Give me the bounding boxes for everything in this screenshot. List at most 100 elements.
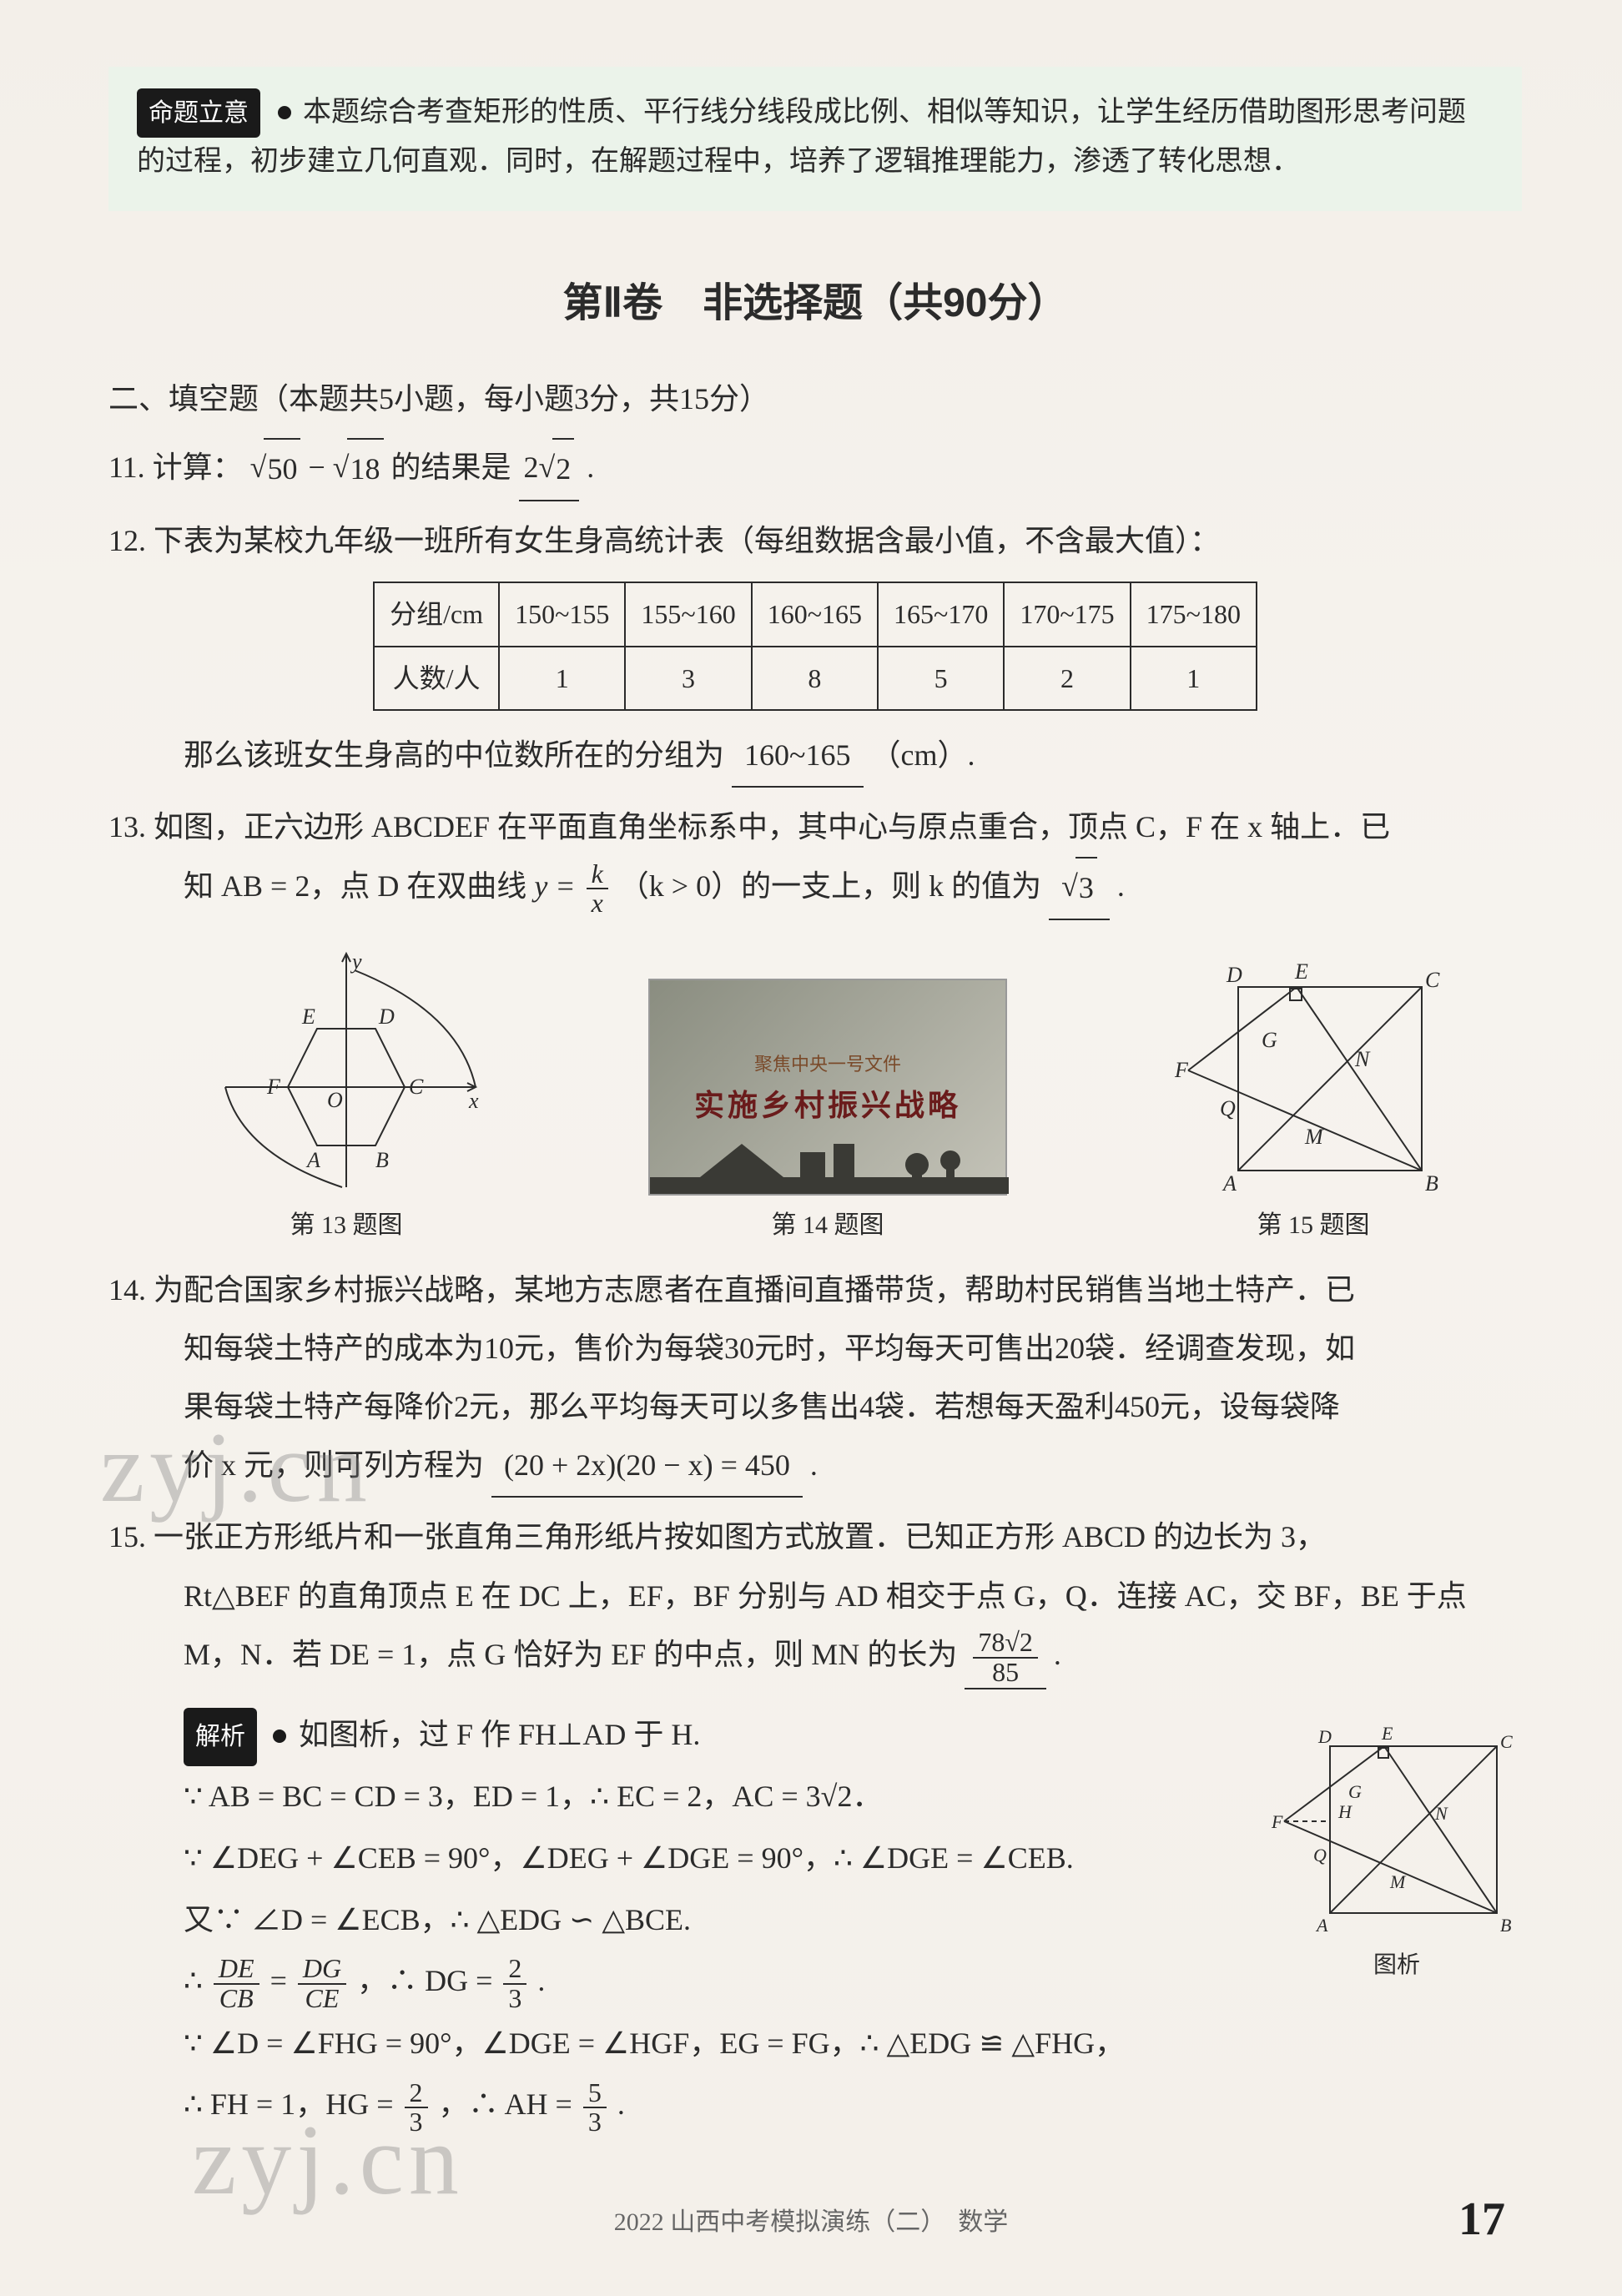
sol-intro: 如图析，过 F 作 FH⊥AD 于 H.: [299, 1718, 700, 1751]
s6b: ，∴ AH =: [439, 2087, 580, 2121]
pt-f: F: [266, 1075, 281, 1099]
fraction: 78√2 85: [973, 1629, 1038, 1686]
fraction: 23: [503, 1955, 526, 2012]
q13-l2b: （k > 0）的一支上，则 k 的值为: [619, 869, 1041, 903]
q15-l3a: M，N．若 DE = 1，点 G 恰好为 EF 的中点，则 MN 的长为: [184, 1638, 957, 1671]
pt-q: Q: [1220, 1096, 1236, 1120]
footer-text: 2022 山西中考模拟演练（二） 数学: [614, 2201, 1009, 2238]
fraction: 53: [583, 2079, 607, 2137]
footer: 2022 山西中考模拟演练（二） 数学 17: [0, 2201, 1622, 2238]
q12-ans: 160~165: [744, 738, 850, 772]
fig15-caption: 第 15 题图: [1257, 1204, 1370, 1241]
q13-line2: 知 AB = 2，点 D 在双曲线 y = k x （k > 0）的一支上，则 …: [108, 857, 1522, 920]
q15: 15. 一张正方形纸片和一张直角三角形纸片按如图方式放置．已知正方形 ABCD …: [108, 1508, 1522, 2136]
row-label: 人数/人: [374, 647, 499, 710]
fraction: 23: [405, 2079, 428, 2137]
q15-l1: 15. 一张正方形纸片和一张直角三角形纸片按如图方式放置．已知正方形 ABCD …: [108, 1508, 1522, 1566]
s6f2n: 5: [583, 2079, 607, 2109]
f1n: DE: [214, 1955, 259, 1985]
solution-block: 解析 如图析，过 F 作 FH⊥AD 于 H. ∵ AB = BC = CD =…: [108, 1704, 1522, 2137]
pt-n: N: [1354, 1047, 1371, 1071]
q13-ans: 3: [1075, 857, 1097, 917]
q15-ans-num: 78√2: [973, 1629, 1038, 1659]
pt-d: D: [1226, 963, 1242, 987]
q12-l2a: 那么该班女生身高的中位数所在的分组为: [184, 738, 724, 772]
q12-line1: 12. 下表为某校九年级一班所有女生身高统计表（每组数据含最小值，不含最大值）：: [108, 511, 1522, 570]
s6f1n: 2: [405, 2079, 428, 2109]
q15-l3: M，N．若 DE = 1，点 G 恰好为 EF 的中点，则 MN 的长为 78√…: [108, 1625, 1522, 1689]
pt-q: Q: [1313, 1845, 1327, 1866]
pt-a: A: [1315, 1915, 1328, 1936]
s6f1d: 3: [405, 2108, 428, 2137]
fig13-caption: 第 13 题图: [290, 1204, 403, 1241]
q13-l2a: 知 AB = 2，点 D 在双曲线: [184, 869, 534, 903]
fig14-caption: 第 14 题图: [772, 1204, 884, 1241]
intent-badge: 命题立意: [137, 88, 260, 138]
solution-diagram: D E C F G H N Q M A B: [1272, 1721, 1522, 1938]
pt-c: C: [1500, 1731, 1513, 1752]
q15-answer: 78√2 85: [965, 1625, 1046, 1689]
sol-s1: ∵ AB = BC = CD = 3，ED = 1，∴ EC = 2，AC = …: [184, 1766, 1238, 1828]
cell: 8: [752, 647, 878, 710]
fraction: DGCE: [298, 1955, 346, 2012]
solution-figure: D E C F G H N Q M A B 图析: [1272, 1721, 1522, 1989]
f1d: CB: [214, 1985, 259, 2013]
pt-c: C: [1425, 968, 1440, 992]
fig15: D E C F G N Q M A B 第 15 题图: [1171, 954, 1455, 1241]
table-row: 人数/人 1 3 8 5 2 1: [374, 647, 1257, 710]
q14-l1: 14. 为配合国家乡村振兴战略，某地方志愿者在直播间直播带货，帮助村民销售当地土…: [108, 1261, 1522, 1319]
q11-ans-rad: 2: [552, 438, 574, 498]
fig14: 聚焦中央一号文件 实施乡村振兴战略 第 14 题图: [648, 979, 1007, 1241]
q14-l2: 知每袋土特产的成本为10元，售价为每袋30元时，平均每天可售出20袋．经调查发现…: [108, 1319, 1522, 1377]
q15-l3b: .: [1054, 1638, 1061, 1671]
q14-l4b: .: [810, 1448, 818, 1482]
frac-num: k: [587, 860, 608, 890]
pt-e: E: [1294, 959, 1308, 984]
pt-a: A: [1222, 1171, 1237, 1196]
solution-badge: 解析: [184, 1708, 257, 1766]
part2-heading: 二、填空题（本题共5小题，每小题3分，共15分）: [108, 370, 1522, 428]
q11-suffix: .: [587, 451, 594, 484]
cell: 165~170: [878, 582, 1004, 646]
pt-d: D: [378, 1004, 395, 1029]
q11-answer: 2√2: [519, 438, 580, 501]
solution-fig-caption: 图析: [1373, 1943, 1420, 1989]
f3n: 2: [503, 1955, 526, 1985]
row-label: 分组/cm: [374, 582, 499, 646]
sqrt-icon: √3: [1061, 857, 1097, 917]
f2n: DG: [298, 1955, 346, 1985]
sqrt-icon: √2: [539, 438, 575, 498]
pt-n: N: [1434, 1803, 1448, 1824]
sol-s4: ∴ DECB = DGCE ，∴ DG = 23 .: [184, 1951, 1238, 2012]
q14-l4: 价 x 元，则可列方程为 (20 + 2x)(20 − x) = 450 .: [108, 1436, 1522, 1498]
fraction: DECB: [214, 1955, 259, 2012]
frac-den: x: [587, 889, 608, 918]
q15-l2: Rt△BEF 的直角顶点 E 在 DC 上，EF，BF 分别与 AD 相交于点 …: [108, 1567, 1522, 1625]
q11-mid: 的结果是: [391, 451, 511, 484]
bullet-icon: [273, 1730, 286, 1743]
sol-s6: ∴ FH = 1，HG = 23 ，∴ AH = 53 .: [184, 2074, 1238, 2136]
cell: 3: [625, 647, 751, 710]
pt-f: F: [1174, 1058, 1189, 1082]
cell: 170~175: [1004, 582, 1130, 646]
hexagon-diagram: y x E D F O C A B: [209, 945, 484, 1196]
q13-line1: 13. 如图，正六边形 ABCDEF 在平面直角坐标系中，其中心与原点重合，顶点…: [108, 798, 1522, 856]
q12-answer: 160~165: [732, 726, 863, 788]
q13: 13. 如图，正六边形 ABCDEF 在平面直角坐标系中，其中心与原点重合，顶点…: [108, 798, 1522, 919]
fig13: y x E D F O C A B 第 13 题图: [209, 945, 484, 1241]
pt-h: H: [1337, 1801, 1353, 1822]
figure-row: y x E D F O C A B 第 13 题图 聚焦中央一号文件 实施乡村振…: [209, 945, 1455, 1241]
s4b: ，∴ DG =: [357, 1964, 500, 1997]
q15-ans-den: 85: [987, 1659, 1024, 1687]
cell: 175~180: [1131, 582, 1257, 646]
q14-l4a: 价 x 元，则可列方程为: [184, 1448, 484, 1482]
pt-a: A: [305, 1148, 320, 1172]
s4a: ∴: [184, 1964, 210, 1997]
q12-l2b: （cm）.: [871, 738, 975, 772]
photo-panel: 聚焦中央一号文件 实施乡村振兴战略: [648, 979, 1007, 1196]
q11-ans-coeff: 2: [524, 451, 539, 484]
sqrt-icon: √18: [333, 438, 384, 498]
pt-g: G: [1348, 1781, 1362, 1802]
cell: 1: [1131, 647, 1257, 710]
q12-line2: 那么该班女生身高的中位数所在的分组为 160~165 （cm）.: [108, 726, 1522, 788]
